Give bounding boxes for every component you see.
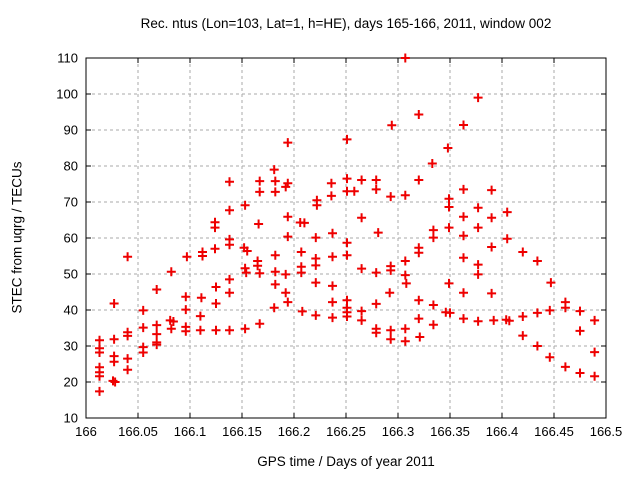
y-tick-label: 50 xyxy=(64,267,78,282)
y-axis-label: STEC from uqrg / TECUs xyxy=(9,161,25,314)
y-tick-label: 10 xyxy=(64,411,78,426)
x-tick-label: 166.45 xyxy=(534,424,574,439)
y-tick-label: 110 xyxy=(57,51,78,66)
y-tick-label: 80 xyxy=(64,159,78,174)
y-tick-label: 40 xyxy=(64,303,78,318)
y-tick-label: 30 xyxy=(64,339,78,354)
data-points xyxy=(95,53,600,396)
x-axis-label: GPS time / Days of year 2011 xyxy=(257,454,435,469)
x-tick-label: 166.3 xyxy=(382,424,415,439)
y-tick-label: 100 xyxy=(56,87,78,102)
y-tick-label: 60 xyxy=(64,231,78,246)
x-tick-label: 166.05 xyxy=(118,424,158,439)
x-tick-label: 166.2 xyxy=(278,424,311,439)
x-tick-label: 166.4 xyxy=(486,424,519,439)
x-tick-label: 166.15 xyxy=(222,424,262,439)
y-tick-label: 90 xyxy=(64,123,78,138)
x-tick-label: 166.5 xyxy=(590,424,623,439)
x-tick-label: 166.25 xyxy=(326,424,366,439)
chart-title: Rec. ntus (Lon=103, Lat=1, h=HE), days 1… xyxy=(140,16,552,31)
x-tick-label: 166.35 xyxy=(430,424,470,439)
x-tick-label: 166 xyxy=(75,424,97,439)
x-tick-label: 166.1 xyxy=(174,424,207,439)
y-tick-label: 70 xyxy=(64,195,78,210)
y-tick-label: 20 xyxy=(64,375,78,390)
